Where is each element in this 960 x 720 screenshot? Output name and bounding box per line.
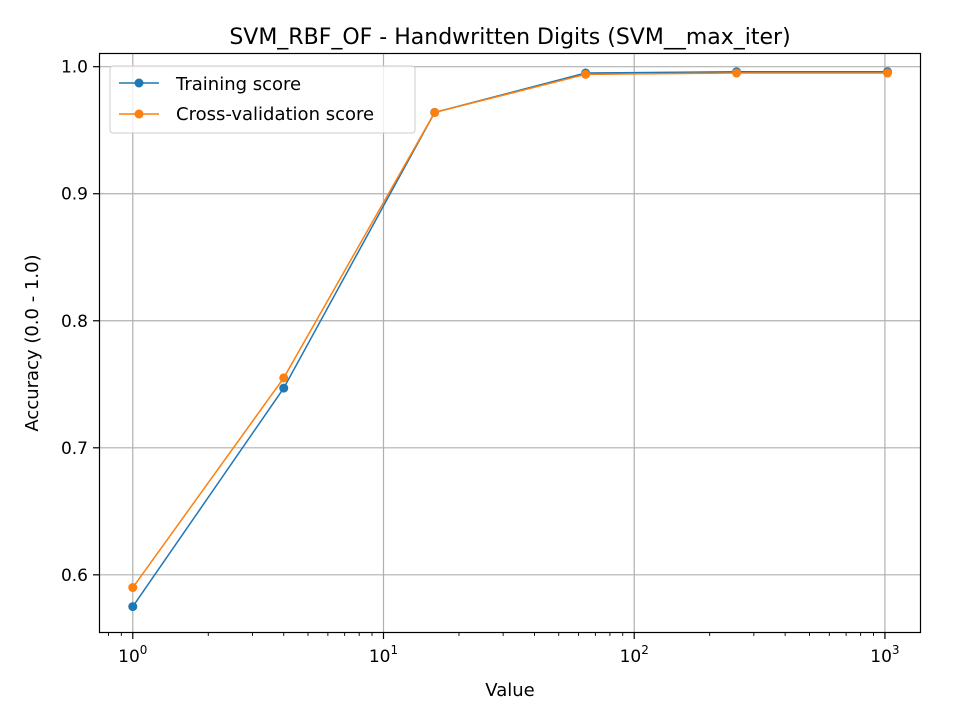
x-tick-label: 101 <box>369 643 398 667</box>
y-tick-label: 0.6 <box>61 566 88 586</box>
y-axis-label: Accuracy (0.0 - 1.0) <box>22 254 43 431</box>
series-1-point <box>883 68 893 78</box>
ticks: 100 101 102 103 0.6 0.7 0.8 0.9 1.0 <box>61 58 900 667</box>
series-0-point <box>279 383 289 393</box>
series-line-0 <box>132 71 888 608</box>
legend: Training score Cross-validation score <box>109 65 416 134</box>
legend-box <box>109 65 416 134</box>
series-1-point <box>732 68 742 78</box>
chart-title: SVM_RBF_OF - Handwritten Digits (SVM__ma… <box>229 25 790 50</box>
y-tick-label: 0.7 <box>61 439 88 459</box>
y-tick-label: 0.8 <box>61 312 88 332</box>
x-axis-label: Value <box>485 680 534 701</box>
series-1-point <box>279 373 289 383</box>
series-0-point <box>128 602 138 612</box>
series-1-point <box>430 107 440 117</box>
legend-label-training: Training score <box>175 74 301 95</box>
plot-frame <box>98 52 922 634</box>
x-tick-label: 103 <box>870 643 899 667</box>
series-line-1 <box>132 72 888 588</box>
legend-marker-cv <box>134 109 144 119</box>
y-tick-label: 1.0 <box>61 58 88 78</box>
legend-label-cv: Cross-validation score <box>176 104 374 125</box>
legend-marker-training <box>134 78 144 88</box>
grid <box>100 54 920 632</box>
series-1-point <box>581 69 591 79</box>
x-tick-label: 102 <box>620 643 649 667</box>
series-1-point <box>128 583 138 593</box>
series-layer <box>128 67 893 612</box>
y-tick-label: 0.9 <box>61 185 88 205</box>
x-tick-label: 100 <box>118 643 147 667</box>
